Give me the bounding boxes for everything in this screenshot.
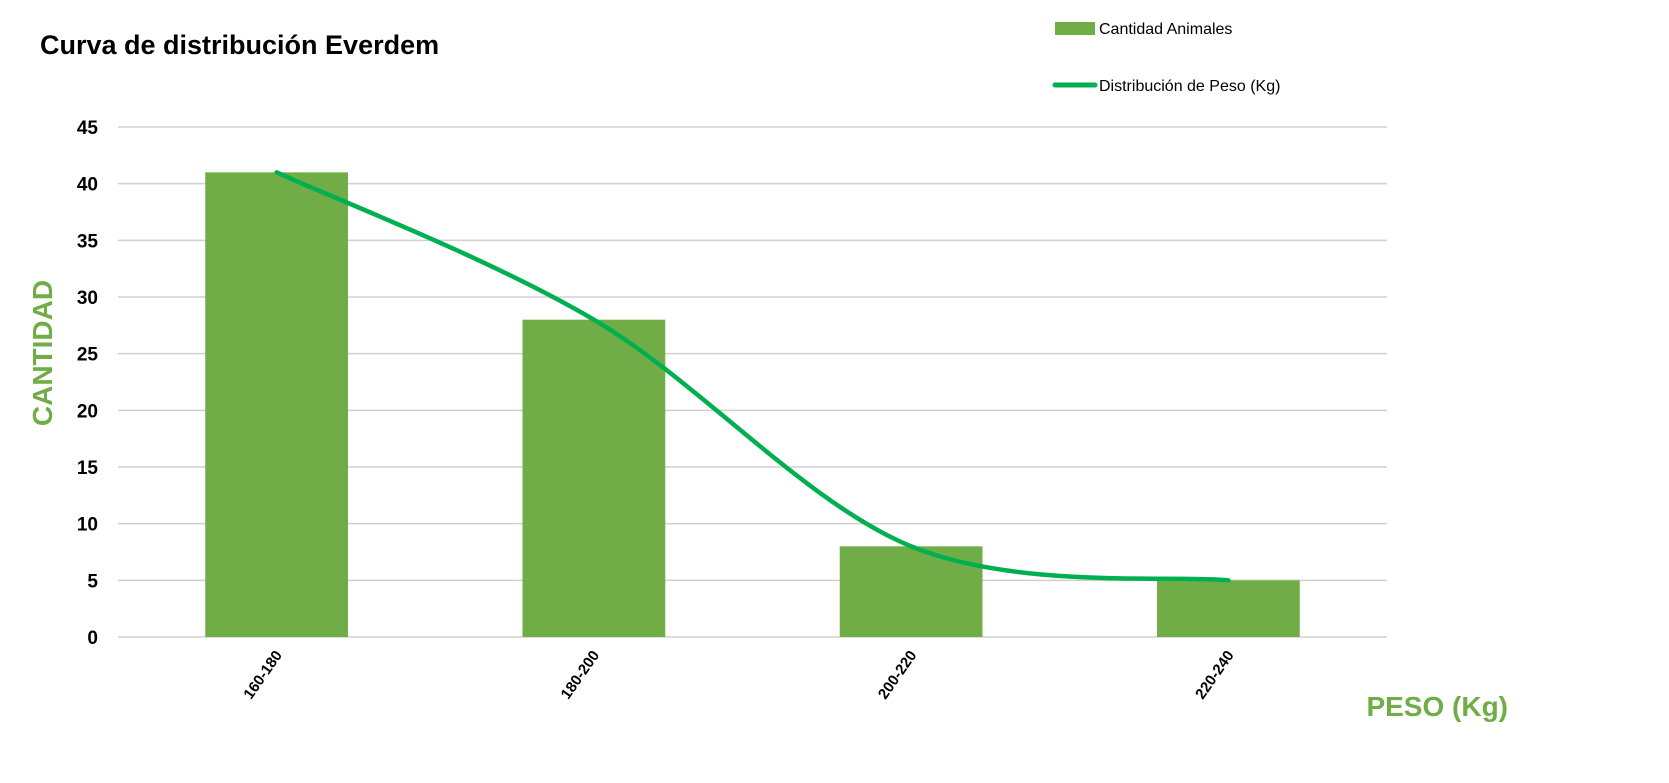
x-tick-label: 200-220 [875, 648, 921, 703]
legend-label-bars: Cantidad Animales [1099, 21, 1232, 38]
y-tick-label: 5 [87, 571, 98, 592]
x-axis-ticks: 160-180 180-200 200-220 220-240 [240, 648, 1237, 703]
x-tick-label: 220-240 [1192, 648, 1238, 703]
y-tick-label: 0 [87, 628, 98, 649]
legend-swatch-bars [1055, 22, 1095, 35]
y-tick-label: 15 [77, 458, 99, 479]
y-axis-label: CANTIDAD [27, 280, 58, 426]
bar-180-200 [522, 319, 666, 637]
legend: Cantidad Animales Distribución de Peso (… [1052, 21, 1280, 95]
weight-distribution-curve [274, 170, 1231, 583]
x-tick-label: 180-200 [558, 648, 604, 703]
y-tick-label: 40 [77, 175, 98, 196]
chart-title: Curva de distribución Everdem [40, 30, 439, 60]
y-tick-label: 25 [77, 345, 99, 366]
legend-label-line: Distribución de Peso (Kg) [1099, 78, 1280, 95]
x-tick-label: 160-180 [240, 648, 286, 703]
x-axis-label: PESO (Kg) [1366, 691, 1508, 722]
bar-220-240 [1156, 580, 1300, 637]
bar-160-180 [205, 172, 349, 638]
y-tick-label: 35 [77, 231, 99, 252]
y-axis-ticks: 0 5 10 15 20 25 30 35 40 45 [77, 118, 99, 649]
y-tick-label: 10 [77, 515, 98, 536]
y-tick-label: 20 [77, 401, 98, 422]
y-tick-label: 30 [77, 288, 98, 309]
y-tick-label: 45 [77, 118, 99, 139]
bar-series [205, 172, 1300, 638]
